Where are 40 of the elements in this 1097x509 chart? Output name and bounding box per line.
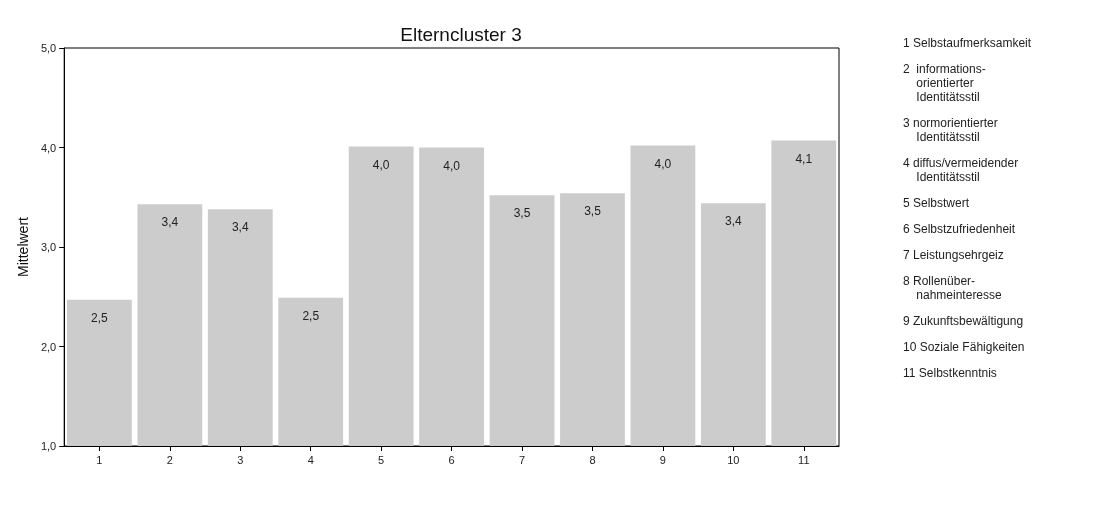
x-tick-label: 11 [798,453,810,466]
y-axis-title: Mittelwert [15,216,31,277]
y-tick-label: 2,0 [40,340,57,353]
text: 6 Selbstzufriedenheit [903,222,1016,236]
x-tick-label: 1 [96,453,103,466]
y-tick-label: 4,0 [40,141,57,154]
text: 10 Soziale Fähigkeiten [903,340,1025,354]
x-tick-label: 2 [166,453,173,466]
y-tick-label: 3,0 [40,241,57,253]
text: 1 Selbstaufmerksamkeit [903,36,1032,50]
data-label: 4,0 [443,158,461,173]
x-tick-label: 5 [378,453,385,466]
x-tick-label: 10 [727,453,740,466]
x-tick-label: 6 [448,453,455,466]
text: 7 Leistungsehrgeiz [903,248,1004,262]
data-label: 2,5 [302,308,320,323]
y-tick-label: 5,0 [40,42,57,54]
text: 9 Zukunftsbewältigung [903,314,1024,328]
text: 3 normorientierter Identitätsstil [903,116,998,144]
chart-title: Elterncluster 3 [400,24,522,45]
x-tick-label: 4 [307,453,314,466]
data-label: 4,0 [654,156,672,171]
text: 8 Rollenüber- nahmeinteresse [903,274,1003,302]
text: 2 informations- orientierter Identitätsstil [903,62,986,104]
x-tick-label: 9 [659,453,666,466]
text: 4 diffus/vermeidender Identitätsstil [903,156,1019,184]
x-tick-label: 7 [518,453,526,466]
text: 11 Selbstkenntnis [903,366,997,380]
y-tick-label: 1,0 [40,440,57,452]
data-label: 4,1 [795,151,813,166]
data-label: 3,4 [231,220,249,235]
data-label: 2,5 [91,310,109,325]
text: 5 Selbstwert [903,196,970,210]
data-label: 3,4 [161,215,179,230]
data-label: 3,5 [584,204,602,219]
data-label: 3,5 [513,206,531,221]
data-label: 3,4 [725,214,743,229]
x-tick-label: 8 [589,453,596,466]
data-label: 4,0 [372,157,390,172]
x-tick-label: 3 [237,453,244,466]
